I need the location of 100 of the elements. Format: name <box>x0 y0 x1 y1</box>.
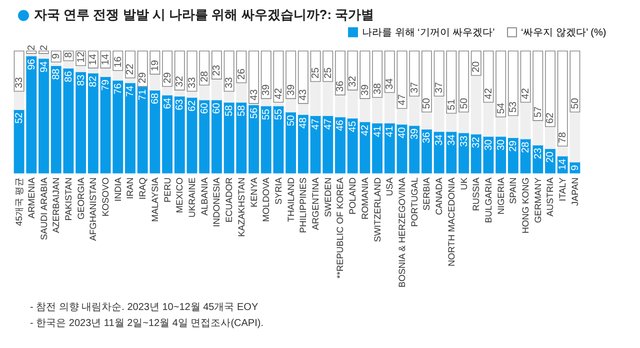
data-label: 32 <box>174 75 186 88</box>
data-label: 79 <box>100 79 112 91</box>
x-tick-label: SERBIA <box>422 178 432 211</box>
data-label: 25 <box>310 66 322 78</box>
data-label: 14 <box>100 54 112 66</box>
text: - 참전 의향 내림차순. 2023년 10~12월 45개국 EOY <box>30 301 260 315</box>
x-tick-label: AUSTRIA <box>545 178 556 217</box>
x-tick-label: KOSOVO <box>100 178 111 217</box>
data-label: 47 <box>397 94 408 106</box>
x-tick-label: KENYA <box>248 178 259 208</box>
data-label: 14 <box>88 54 100 66</box>
data-label: 55 <box>261 108 272 120</box>
x-tick-label: BULGARIA <box>483 178 494 224</box>
x-tick-label: KAZAKHSTAN <box>236 178 246 237</box>
data-label: 63 <box>174 98 186 110</box>
data-label: 50 <box>570 97 581 109</box>
data-label: 42 <box>520 88 532 100</box>
x-tick-label: MALAYSIA <box>150 178 160 222</box>
x-tick-label: PHILIPPINES <box>298 178 308 234</box>
x-tick-label: 45개국 평균 <box>14 178 24 226</box>
data-label: 36 <box>422 132 433 144</box>
data-label: 20 <box>545 151 556 163</box>
data-label: 54 <box>496 102 507 114</box>
text: - 한국은 2023년 11월 2일~12월 4일 면접조사(CAPI). <box>30 317 264 331</box>
x-tick-label: GERMANY <box>532 178 543 224</box>
data-label: 23 <box>532 148 544 160</box>
data-label: 34 <box>434 134 446 146</box>
data-label: 37 <box>409 82 420 94</box>
x-tick-label: HONG KONG <box>520 178 531 234</box>
data-label: 62 <box>545 112 556 124</box>
data-label: 47 <box>322 118 334 130</box>
data-label: 39 <box>261 84 272 96</box>
x-tick-label: SWITZERLAND <box>372 177 382 242</box>
data-label: 39 <box>409 128 420 140</box>
data-label: 16 <box>112 56 124 68</box>
data-label: 50 <box>286 114 297 126</box>
x-tick-label: RUSSIA <box>471 178 482 212</box>
data-label: 36 <box>335 80 346 92</box>
data-label: 12 <box>76 51 87 63</box>
x-tick-label: SAUDI ARABIA <box>38 178 49 240</box>
data-label: 33 <box>187 76 198 88</box>
data-label: 20 <box>471 60 482 72</box>
data-label: 60 <box>199 102 210 114</box>
data-label: 29 <box>508 140 520 152</box>
x-tick-label: USA <box>384 178 395 196</box>
data-label: 50 <box>422 97 433 109</box>
x-tick-label: THAILAND <box>286 177 296 222</box>
data-label: 25 <box>322 66 334 78</box>
data-label: 62 <box>187 100 198 112</box>
data-label: 74 <box>125 85 136 97</box>
data-label: 33 <box>14 76 26 88</box>
data-label: 23 <box>212 64 223 76</box>
data-label: 8 <box>63 52 74 58</box>
x-tick-label: BOSNIA & HERZEGOVINA <box>397 178 407 288</box>
x-tick-label: NIGERIA <box>496 178 506 215</box>
data-label: 48 <box>298 117 310 129</box>
x-tick-label: ROMANIA <box>360 178 370 220</box>
data-label: 82 <box>88 76 100 88</box>
data-label: 86 <box>63 70 74 82</box>
x-tick-label: MEXICO <box>174 178 185 214</box>
x-tick-label: **REPUBLIC OF KOREA <box>335 178 346 279</box>
x-tick-label: ITALY <box>558 178 568 202</box>
data-label: 56 <box>248 107 260 119</box>
x-tick-label: PORTUGAL <box>409 178 420 227</box>
data-label: 68 <box>150 92 161 104</box>
x-tick-label: ECUADOR <box>224 177 234 223</box>
data-label: 32 <box>348 75 359 88</box>
data-label: 55 <box>273 108 284 120</box>
x-tick-label: ARMENIA <box>26 178 36 219</box>
data-label: 42 <box>273 88 284 100</box>
data-label: 30 <box>483 138 494 151</box>
legend-label: 나라를 위해 ‘기꺼이 싸우겠다’ <box>362 27 495 38</box>
data-label: 83 <box>76 74 87 86</box>
data-label: 29 <box>162 72 174 84</box>
data-label: 41 <box>372 126 384 138</box>
x-tick-label: SYRIA <box>273 178 284 205</box>
data-label: 42 <box>483 88 494 100</box>
data-label: 51 <box>446 98 458 110</box>
data-label: 14 <box>558 158 569 170</box>
x-tick-label: CANADA <box>434 178 444 216</box>
data-label: 96 <box>26 58 38 70</box>
x-tick-label: UKRAINE <box>187 178 197 218</box>
data-label: 47 <box>310 118 322 130</box>
x-tick-label: IRAN <box>125 178 136 200</box>
data-label: 78 <box>558 132 569 144</box>
x-tick-label: NORTH MACEDONIA <box>446 178 456 266</box>
legend-label: ‘싸우지 않겠다’ (%) <box>521 27 606 38</box>
data-label: 52 <box>14 112 26 124</box>
x-tick-label: GEORGIA <box>76 178 86 220</box>
x-tick-label: SWEDEN <box>322 178 333 218</box>
data-label: 34 <box>384 78 396 90</box>
data-label: 34 <box>446 134 458 146</box>
data-label: 57 <box>532 106 544 118</box>
data-label: 37 <box>434 82 446 94</box>
data-label: 64 <box>162 97 174 110</box>
x-tick-label: INDIA <box>112 178 123 202</box>
data-label: 9 <box>51 52 62 59</box>
data-label: 41 <box>384 126 396 138</box>
data-label: 58 <box>236 104 248 116</box>
x-tick-label: AFGHANISTAN <box>88 178 98 241</box>
